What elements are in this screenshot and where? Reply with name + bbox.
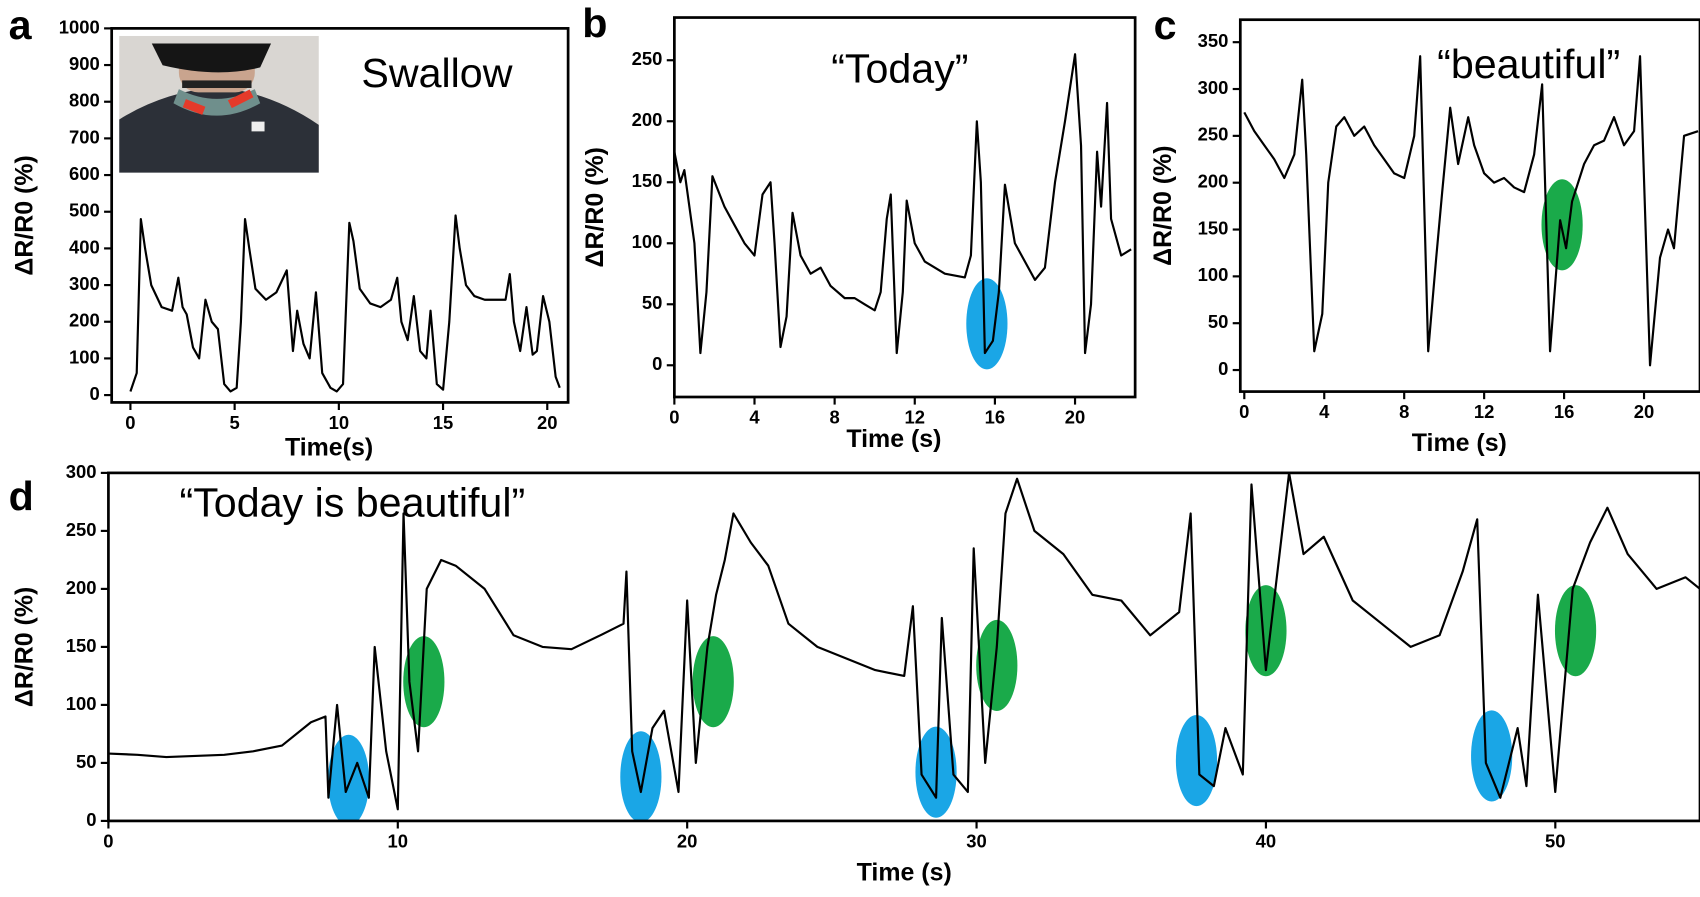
x-tick-label: 20 bbox=[1065, 407, 1086, 428]
y-tick-label: 700 bbox=[69, 126, 100, 147]
annotation: “Today” bbox=[831, 46, 968, 92]
y-tick-label: 50 bbox=[1208, 311, 1229, 332]
plot-frame bbox=[1238, 18, 1700, 393]
x-tick-label: 40 bbox=[1256, 830, 1277, 851]
x-tick-label: 0 bbox=[125, 412, 135, 433]
y-tick-label: 300 bbox=[1198, 77, 1229, 98]
inset-photo bbox=[119, 35, 319, 173]
x-tick-label: 16 bbox=[985, 407, 1006, 428]
x-axis-label: Time(s) bbox=[285, 434, 373, 462]
x-tick-label: 0 bbox=[1239, 401, 1249, 422]
x-tick-label: 10 bbox=[329, 412, 350, 433]
y-tick-label: 800 bbox=[69, 90, 100, 111]
annotation: “Today is beautiful” bbox=[180, 479, 526, 525]
x-tick-label: 8 bbox=[830, 407, 840, 428]
x-tick-label: 20 bbox=[677, 830, 698, 851]
x-tick-label: 0 bbox=[669, 407, 679, 428]
data-line bbox=[108, 472, 1700, 811]
y-tick-label: 200 bbox=[632, 109, 663, 130]
y-tick-label: 1000 bbox=[59, 16, 100, 37]
x-tick-label: 4 bbox=[749, 407, 760, 428]
y-tick-label: 250 bbox=[1198, 124, 1229, 145]
x-tick-label: 30 bbox=[966, 830, 987, 851]
y-axis-label: ΔR/R0 (%) bbox=[11, 155, 39, 275]
y-tick-label: 200 bbox=[69, 310, 100, 331]
y-tick-label: 0 bbox=[89, 383, 99, 404]
y-axis-label: ΔR/R0 (%) bbox=[1149, 145, 1177, 265]
plot-area bbox=[129, 214, 561, 393]
y-tick-label: 200 bbox=[1198, 171, 1229, 192]
x-tick-label: 50 bbox=[1545, 830, 1565, 851]
y-tick-label: 400 bbox=[69, 236, 100, 257]
highlight bbox=[1245, 585, 1287, 677]
x-tick-label: 4 bbox=[1319, 401, 1330, 422]
x-axis-label: Time (s) bbox=[857, 859, 952, 887]
highlight bbox=[620, 731, 662, 821]
y-tick-label: 250 bbox=[632, 48, 663, 69]
data-line bbox=[129, 214, 561, 393]
y-tick-label: 600 bbox=[69, 163, 100, 184]
panel-label: b bbox=[582, 0, 607, 46]
y-tick-label: 300 bbox=[66, 461, 97, 482]
highlight bbox=[403, 636, 445, 728]
highlight bbox=[976, 619, 1018, 712]
y-axis-label: ΔR/R0 (%) bbox=[11, 587, 39, 707]
highlight bbox=[1554, 585, 1597, 677]
y-tick-label: 100 bbox=[632, 231, 663, 252]
y-tick-label: 150 bbox=[632, 170, 663, 191]
highlight bbox=[1175, 715, 1218, 807]
highlight bbox=[328, 734, 370, 821]
plot-frame bbox=[673, 16, 1137, 399]
y-tick-label: 100 bbox=[69, 346, 100, 367]
y-tick-label: 200 bbox=[66, 577, 97, 598]
x-tick-label: 10 bbox=[388, 830, 409, 851]
annotation: “beautiful” bbox=[1437, 41, 1620, 87]
highlight bbox=[692, 636, 734, 728]
panel-label: d bbox=[9, 473, 34, 519]
y-tick-label: 100 bbox=[66, 693, 97, 714]
y-tick-label: 150 bbox=[1198, 217, 1229, 238]
panel-label: c bbox=[1154, 2, 1177, 48]
x-tick-label: 12 bbox=[905, 407, 926, 428]
y-tick-label: 300 bbox=[69, 273, 100, 294]
y-tick-label: 0 bbox=[1218, 358, 1228, 379]
x-axis-label: Time (s) bbox=[1412, 429, 1507, 457]
x-tick-label: 16 bbox=[1554, 401, 1575, 422]
y-tick-label: 0 bbox=[86, 809, 96, 830]
y-tick-label: 350 bbox=[1198, 30, 1229, 51]
highlight bbox=[1471, 710, 1513, 802]
y-axis-label: ΔR/R0 (%) bbox=[581, 147, 609, 267]
panel-label: a bbox=[9, 2, 33, 48]
x-tick-label: 8 bbox=[1399, 401, 1409, 422]
y-tick-label: 50 bbox=[76, 751, 97, 772]
highlight bbox=[966, 278, 1008, 370]
y-tick-label: 150 bbox=[66, 635, 97, 656]
data-line bbox=[674, 53, 1132, 355]
y-tick-label: 250 bbox=[66, 519, 97, 540]
annotation: Swallow bbox=[361, 50, 512, 96]
data-line bbox=[1243, 55, 1699, 367]
y-tick-label: 100 bbox=[1198, 264, 1229, 285]
y-tick-label: 900 bbox=[69, 53, 100, 74]
x-tick-label: 20 bbox=[1634, 401, 1655, 422]
x-tick-label: 20 bbox=[537, 412, 558, 433]
y-tick-label: 50 bbox=[642, 292, 663, 313]
y-tick-label: 0 bbox=[652, 353, 662, 374]
x-tick-label: 5 bbox=[230, 412, 240, 433]
plot-area bbox=[674, 53, 1132, 370]
x-tick-label: 12 bbox=[1474, 401, 1495, 422]
x-axis-label: Time (s) bbox=[846, 425, 941, 453]
y-tick-label: 500 bbox=[69, 200, 100, 221]
plot-area bbox=[108, 472, 1700, 821]
plot-area bbox=[1243, 55, 1699, 367]
x-tick-label: 15 bbox=[433, 412, 454, 433]
x-tick-label: 0 bbox=[103, 830, 113, 851]
